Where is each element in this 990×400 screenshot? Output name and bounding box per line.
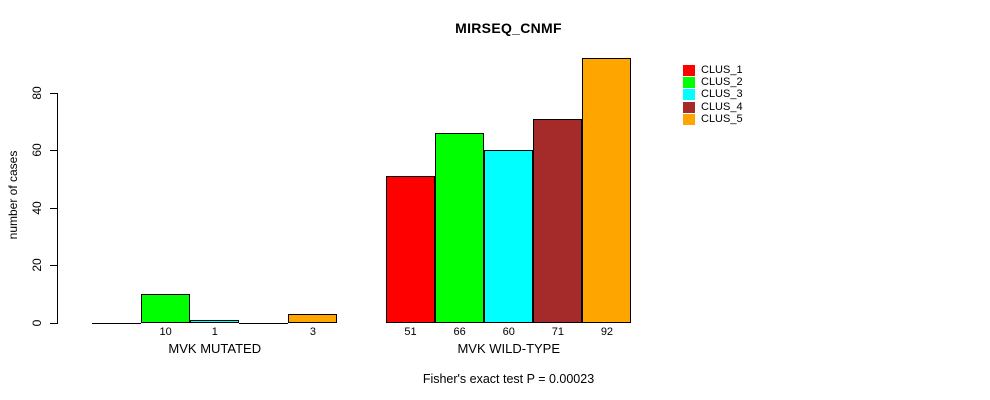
legend-label: CLUS_1 xyxy=(701,63,743,76)
y-tick xyxy=(49,322,57,324)
legend-swatch xyxy=(683,89,695,101)
legend-swatch xyxy=(683,101,695,113)
bar-value-label: 71 xyxy=(551,326,564,338)
legend: CLUS_1 CLUS_2 CLUS_3 CLUS_4 CLUS_5 xyxy=(683,64,743,126)
bar xyxy=(484,150,534,323)
legend-item: CLUS_1 xyxy=(683,64,743,76)
group-label: MVK MUTATED xyxy=(168,341,262,356)
fisher-test-annotation: Fisher's exact test P = 0.00023 xyxy=(422,372,595,386)
y-tick-label: 40 xyxy=(30,200,44,215)
bar-value-label: 92 xyxy=(600,326,614,338)
y-tick-label: 20 xyxy=(30,258,44,272)
bar-value-label: 51 xyxy=(404,326,417,338)
legend-swatch xyxy=(683,64,695,76)
chart-title: MIRSEQ_CNMF xyxy=(455,20,562,36)
bar xyxy=(582,58,632,323)
bar-value-label: 66 xyxy=(453,326,466,338)
bar-value-label: 3 xyxy=(309,326,316,338)
legend-label: CLUS_2 xyxy=(701,76,743,89)
y-tick xyxy=(49,92,57,94)
legend-label: CLUS_4 xyxy=(701,100,743,113)
legend-label: CLUS_5 xyxy=(701,113,743,126)
legend-item: CLUS_3 xyxy=(683,89,743,101)
bar-value-label: 60 xyxy=(502,326,515,338)
group-label: MVK WILD-TYPE xyxy=(457,341,561,356)
legend-item: CLUS_5 xyxy=(683,114,743,126)
y-tick xyxy=(49,150,57,152)
y-tick-label: 60 xyxy=(30,143,44,157)
bar xyxy=(386,176,436,323)
bar xyxy=(239,322,289,324)
bar-value-label: 1 xyxy=(211,326,218,338)
legend-item: CLUS_2 xyxy=(683,76,743,89)
y-axis-label: number of cases xyxy=(6,150,20,240)
legend-label: CLUS_3 xyxy=(701,88,743,101)
bar xyxy=(141,293,191,323)
y-tick-label: 80 xyxy=(30,86,44,100)
bar xyxy=(92,322,142,324)
y-tick-label: 0 xyxy=(30,319,44,326)
y-tick xyxy=(49,207,57,209)
y-axis xyxy=(56,92,58,324)
bar xyxy=(190,319,240,323)
legend-item: CLUS_4 xyxy=(683,101,743,113)
bar xyxy=(288,313,338,323)
legend-swatch xyxy=(683,114,695,126)
bar xyxy=(533,118,583,323)
bar-value-label: 10 xyxy=(159,326,172,338)
y-tick xyxy=(49,265,57,267)
bar xyxy=(435,132,485,323)
legend-swatch xyxy=(683,77,695,89)
